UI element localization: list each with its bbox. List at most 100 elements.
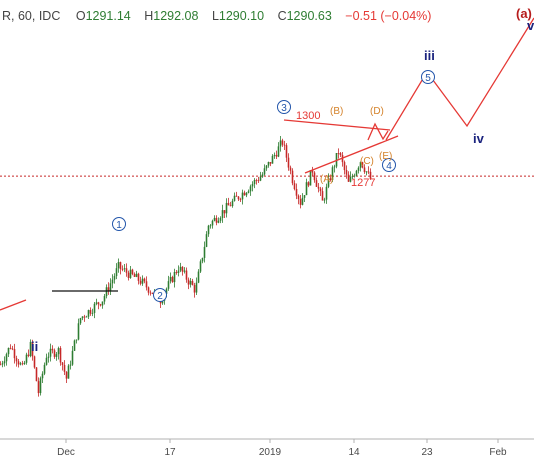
candle-body [117, 262, 120, 269]
svg-text:2: 2 [157, 291, 163, 302]
candle-body [127, 272, 130, 278]
candle-body [357, 167, 360, 171]
x-tick-label: Dec [57, 447, 75, 458]
candle-body [353, 175, 356, 177]
candle-body [313, 172, 316, 181]
candle-body [287, 157, 290, 168]
high-label: H [144, 9, 153, 23]
candle-body [197, 271, 200, 283]
candle-body [335, 153, 338, 167]
candle-body [227, 202, 230, 206]
candle-body [211, 220, 214, 226]
candle-body [0, 364, 2, 366]
candle-body [279, 140, 282, 147]
candle-body [115, 268, 118, 277]
candle-body [97, 302, 100, 305]
high-value: 1292.08 [153, 9, 198, 23]
candle-body [183, 270, 186, 272]
candle-body [79, 318, 82, 324]
candle-body [311, 170, 314, 173]
candle-body [215, 217, 218, 223]
candle-body [239, 199, 242, 201]
candle-body [13, 349, 16, 359]
candle-body [1, 363, 4, 365]
wave-ii-label: ii [31, 339, 38, 354]
candle-body [11, 348, 14, 350]
candle-body [203, 246, 206, 258]
candle-body [85, 316, 88, 318]
candle-body [247, 191, 250, 193]
candle-body [171, 276, 174, 283]
candle-body [325, 186, 328, 200]
close-label: C [278, 9, 287, 23]
candle-body [195, 282, 198, 293]
low-value: 1290.10 [219, 9, 264, 23]
candle-body [351, 176, 354, 178]
triangle-upper-line [283, 119, 391, 131]
candle-body [49, 348, 52, 357]
candle-body [21, 363, 24, 365]
svg-text:4: 4 [386, 161, 392, 172]
candle-body [255, 180, 258, 181]
candle-body [347, 174, 350, 182]
candle-body [5, 354, 8, 362]
candle-body [95, 302, 98, 304]
level-1300-label: 1300 [296, 110, 320, 122]
candle-body [161, 300, 164, 304]
candle-body [241, 192, 244, 200]
candle-body [291, 170, 294, 184]
candle-body [107, 287, 110, 292]
candle-body [251, 184, 254, 187]
candle-body [69, 364, 72, 366]
wave-4-marker: 4 [382, 158, 396, 172]
candle-body [19, 363, 22, 365]
candle-body [67, 365, 70, 379]
candle-body [73, 340, 76, 351]
wave-iv-label: iv [473, 131, 485, 146]
candle-body [35, 367, 38, 382]
close-value: 1290.63 [287, 9, 332, 23]
candle-body [123, 268, 126, 270]
candle-body [285, 145, 288, 158]
candle-body [109, 283, 112, 292]
correction-e-label: (E) [379, 151, 392, 162]
candle-body [189, 280, 192, 285]
candle-body [33, 356, 36, 368]
candle-body [229, 205, 232, 207]
open-value: 1291.14 [86, 9, 131, 23]
candle-body [133, 274, 136, 277]
candle-body [83, 316, 86, 318]
candle-body [131, 269, 134, 275]
wave-a-label: (a) [516, 6, 532, 21]
candle-body [53, 350, 56, 357]
candle-body [245, 192, 248, 196]
candle-body [369, 171, 372, 180]
candle-body [305, 182, 308, 196]
candle-body [99, 304, 102, 306]
candle-body [9, 347, 12, 349]
candle-body [275, 154, 278, 157]
candle-body [187, 279, 190, 285]
candle-body [243, 192, 246, 196]
candle-body [355, 170, 358, 176]
candle-body [217, 220, 220, 223]
svg-text:3: 3 [281, 103, 287, 114]
candle-body [263, 168, 266, 175]
candle-body [27, 354, 30, 356]
candle-body [177, 270, 180, 273]
candle-body [315, 180, 318, 187]
candle-body [125, 268, 128, 273]
wave-1-marker: 1 [112, 217, 126, 231]
candle-body [297, 195, 300, 199]
level-1277-label: 1277 [351, 177, 375, 189]
candle-body [225, 202, 228, 214]
candle-body [179, 266, 182, 271]
low-label: L [212, 9, 219, 23]
open-label: O [76, 9, 86, 23]
candle-body [249, 186, 252, 192]
candle-body [205, 234, 208, 247]
candle-body [101, 301, 104, 306]
candle-body [51, 348, 54, 351]
wave-5-marker: 5 [421, 70, 435, 84]
